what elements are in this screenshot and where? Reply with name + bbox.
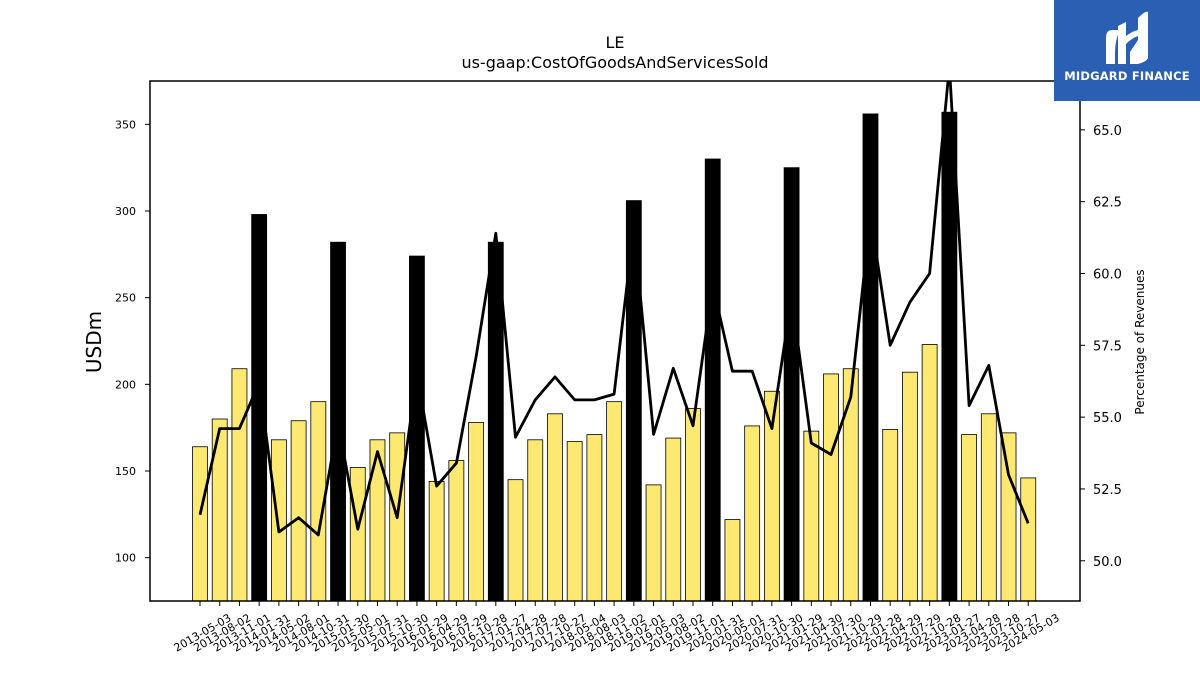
- y2-tick-label: 52.5: [1093, 483, 1122, 498]
- y-tick-label: 300: [115, 205, 136, 218]
- bar-2018-05-04: [566, 441, 583, 601]
- bar-2016-04-29: [428, 480, 445, 601]
- bar-2020-01-31: [704, 158, 721, 601]
- plot-frame: [149, 80, 1081, 602]
- midgard-finance-logo: MIDGARD FINANCE: [1054, 0, 1200, 101]
- y-tick-label: 200: [115, 378, 136, 391]
- logo-text: MIDGARD FINANCE: [1064, 69, 1190, 83]
- bar-2019-08-02: [665, 437, 682, 601]
- bar-2020-10-30: [763, 390, 780, 601]
- midgard-logo-icon: [1106, 11, 1148, 65]
- y2-tick-label: 60.0: [1093, 267, 1122, 282]
- y2-tick-label: 62.5: [1093, 196, 1122, 211]
- y2-tick-label: 55.0: [1093, 411, 1122, 426]
- bar-2021-04-30: [803, 430, 820, 601]
- y-tick-label: 250: [115, 292, 136, 305]
- y2-tick-label: 65.0: [1093, 124, 1122, 139]
- bar-2016-07-29: [448, 460, 465, 601]
- bar-2015-07-31: [369, 439, 386, 601]
- bar-2018-08-03: [586, 434, 603, 601]
- y-axis-label: USDm: [82, 311, 106, 373]
- y2-axis-label: Percentage of Revenues: [1133, 269, 1147, 414]
- bar-2013-11-01: [231, 368, 248, 601]
- bar-2016-10-28: [468, 422, 484, 601]
- bar-2016-01-29: [409, 255, 425, 601]
- y-tick-label: 150: [115, 465, 136, 478]
- axes-group: 100 150 200 250 300 350 50.0 52.5 55.0 57.5 60.0 62…: [115, 80, 1122, 655]
- bar-2014-05-02: [270, 439, 287, 601]
- bar-2013-08-02: [211, 418, 228, 601]
- bar-2017-10-27: [547, 413, 563, 601]
- bar-2019-02-01: [625, 200, 642, 601]
- chart-subtitle: us-gaap:CostOfGoodsAndServicesSold: [461, 53, 768, 72]
- bar-2021-10-29: [842, 368, 859, 601]
- chart-title: LE: [605, 33, 624, 52]
- bar-2023-01-27: [941, 111, 958, 601]
- bar-2020-07-31: [744, 425, 761, 601]
- bar-2021-01-29: [783, 167, 800, 601]
- y-tick-label: 100: [115, 552, 136, 565]
- bar-2013-05-03: [192, 446, 208, 601]
- bar-2022-07-29: [902, 371, 918, 601]
- bar-2015-05-01: [349, 467, 366, 601]
- bar-2019-05-03: [645, 484, 662, 601]
- bar-2023-04-28: [961, 434, 977, 601]
- bar-2023-07-28: [980, 413, 997, 601]
- line-group: [198, 81, 1030, 537]
- bar-2019-11-01: [685, 408, 701, 601]
- bar-2018-11-02: [606, 401, 623, 601]
- bar-2017-07-28: [527, 439, 544, 601]
- bar-2014-01-31: [251, 214, 268, 601]
- y-tick-label: 350: [115, 118, 136, 131]
- bar-2022-04-29: [882, 428, 899, 601]
- bar-2022-01-28: [862, 113, 879, 601]
- y2-tick-label: 50.0: [1093, 555, 1122, 570]
- bar-group: [192, 111, 1037, 601]
- percentage-line: [198, 81, 1030, 537]
- bar-2024-05-03: [1020, 477, 1037, 601]
- y2-tick-label: 57.5: [1093, 339, 1122, 354]
- bar-2023-10-27: [1000, 432, 1017, 601]
- bar-2017-04-28: [507, 479, 524, 601]
- bar-2021-07-30: [823, 373, 839, 601]
- bar-2014-08-01: [290, 420, 307, 601]
- bar-2020-05-01: [724, 519, 741, 601]
- bar-2022-10-28: [921, 344, 938, 601]
